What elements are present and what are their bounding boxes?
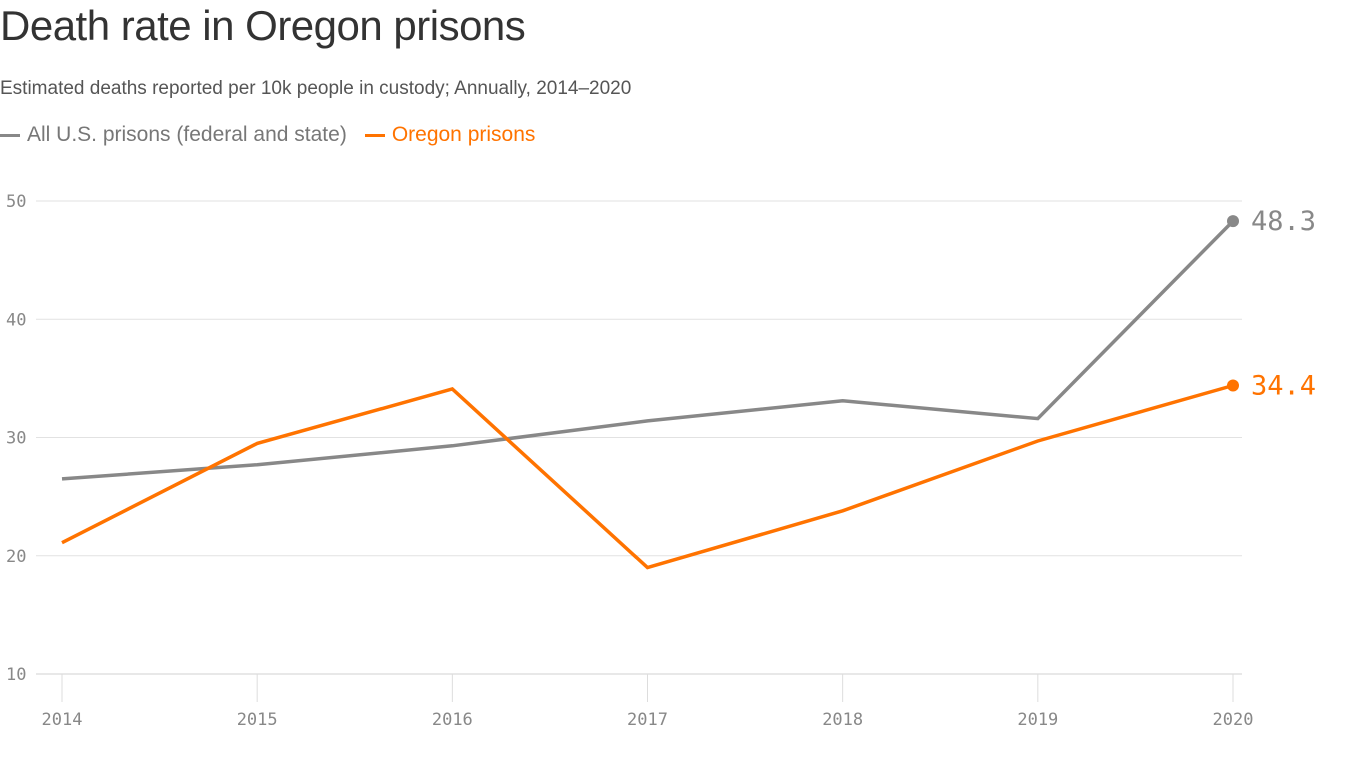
x-tick-label-2015: 2015	[237, 710, 278, 730]
y-tick-label-20: 20	[6, 547, 26, 567]
x-tick-label-2020: 2020	[1213, 710, 1254, 730]
y-tick-label-40: 40	[6, 310, 26, 330]
x-tick-label-2016: 2016	[432, 710, 473, 730]
x-tick-label-2018: 2018	[822, 710, 863, 730]
legend-item-oregon-prisons: Oregon prisons	[364, 123, 536, 147]
data-point-oregon-prisons-2020	[1227, 379, 1239, 392]
series-line-oregon-prisons	[61, 383, 1234, 570]
y-tick-label-30: 30	[6, 429, 26, 449]
chart-subtitle: Estimated deaths reported per 10k people…	[0, 78, 632, 99]
chart-title: Death rate in Oregon prisons	[0, 2, 526, 49]
x-tick-label-2017: 2017	[627, 710, 668, 730]
legend-label-oregon-prisons: Oregon prisons	[391, 123, 536, 146]
end-label-oregon-prisons: 34.4	[1251, 370, 1316, 401]
data-point-us-prisons-2020	[1227, 215, 1239, 228]
series-line-us-prisons	[61, 219, 1235, 481]
legend-label-us-prisons: All U.S. prisons (federal and state)	[27, 123, 347, 146]
legend-item-us-prisons: All U.S. prisons (federal and state)	[0, 123, 347, 147]
legend-swatch-us-prisons	[0, 133, 20, 137]
x-tick-label-2019: 2019	[1017, 710, 1058, 730]
end-label-us-prisons: 48.3	[1251, 206, 1316, 237]
y-tick-label-10: 10	[6, 665, 26, 685]
legend: All U.S. prisons (federal and state) Ore…	[0, 123, 553, 147]
y-tick-label-50: 50	[6, 192, 26, 212]
x-tick-label-2014: 2014	[42, 710, 83, 730]
legend-swatch-oregon-prisons	[364, 133, 385, 137]
